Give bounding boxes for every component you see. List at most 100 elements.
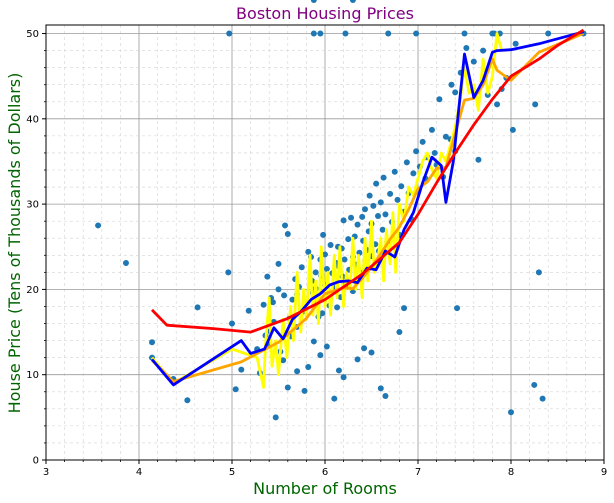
data-point	[194, 304, 201, 311]
data-point	[387, 190, 394, 197]
data-point	[361, 206, 368, 213]
data-point	[428, 126, 435, 133]
data-point	[454, 305, 461, 312]
data-point	[275, 260, 282, 267]
y-axis-label: House Price (Tens of Thousands of Dollar…	[5, 73, 24, 414]
data-point	[377, 385, 384, 392]
data-point	[403, 159, 410, 166]
data-point	[348, 214, 355, 221]
data-point	[359, 213, 366, 220]
data-point	[494, 101, 501, 108]
data-point	[229, 320, 235, 327]
data-point	[323, 265, 330, 272]
data-point	[452, 89, 459, 96]
data-point	[322, 251, 328, 258]
data-point	[436, 96, 443, 103]
data-point	[310, 338, 317, 345]
data-point	[232, 386, 239, 393]
data-point	[366, 192, 373, 199]
x-tick-label: 3	[43, 467, 49, 478]
data-point	[382, 393, 389, 400]
data-point	[448, 81, 455, 88]
data-point	[375, 213, 382, 220]
data-point	[354, 356, 361, 363]
data-point	[480, 47, 487, 54]
data-point	[531, 381, 538, 388]
data-point	[532, 101, 539, 108]
data-points	[95, 0, 587, 421]
data-point	[149, 339, 156, 346]
data-point	[380, 174, 387, 181]
data-point	[280, 357, 287, 364]
data-point	[361, 345, 368, 352]
data-point	[272, 414, 279, 421]
data-point	[396, 329, 403, 336]
data-point	[379, 226, 386, 233]
data-point	[319, 310, 326, 317]
data-point	[317, 352, 324, 359]
data-point	[370, 202, 377, 209]
data-point	[331, 395, 338, 402]
data-point	[269, 299, 276, 306]
data-point	[334, 304, 341, 311]
data-point	[225, 269, 232, 276]
data-point	[298, 264, 305, 271]
data-point	[310, 0, 317, 3]
data-point	[354, 221, 361, 228]
data-point	[442, 133, 449, 140]
data-point	[238, 366, 245, 373]
data-point	[463, 45, 470, 52]
data-point	[382, 211, 389, 218]
data-point	[284, 230, 291, 237]
data-point	[340, 217, 347, 224]
data-point	[545, 30, 552, 37]
data-point	[413, 148, 420, 155]
y-tick-label: 20	[26, 285, 39, 296]
data-point	[301, 387, 308, 394]
series-line-red	[150, 28, 585, 334]
data-point	[260, 301, 267, 308]
grid	[46, 25, 604, 460]
series-lines	[150, 28, 585, 389]
data-point	[413, 30, 420, 37]
data-point	[342, 30, 349, 37]
data-point	[184, 397, 191, 404]
data-point	[289, 296, 296, 303]
data-point	[341, 256, 348, 263]
data-point	[535, 269, 542, 276]
data-point	[470, 58, 477, 65]
data-point	[401, 305, 408, 312]
chart-title: Boston Housing Prices	[236, 4, 414, 23]
data-point	[349, 0, 356, 3]
data-point	[484, 91, 491, 98]
data-point	[317, 30, 324, 37]
data-point	[305, 248, 312, 255]
y-tick-label: 30	[26, 200, 39, 211]
x-tick-label: 6	[322, 467, 328, 478]
data-point	[398, 183, 405, 190]
data-point	[323, 343, 330, 350]
data-point	[310, 30, 317, 37]
data-point	[327, 242, 334, 249]
data-point	[226, 30, 233, 37]
y-tick-label: 10	[26, 370, 39, 381]
data-point	[95, 222, 102, 229]
y-tick-label: 50	[26, 29, 39, 40]
x-axis-label: Number of Rooms	[253, 479, 397, 498]
data-point	[391, 168, 398, 175]
series-line-blue	[150, 30, 584, 387]
x-tick-label: 8	[508, 467, 514, 478]
data-point	[245, 307, 252, 314]
data-point	[340, 374, 347, 381]
data-point	[282, 222, 289, 229]
data-point	[512, 40, 519, 47]
x-tick-label: 5	[229, 467, 235, 478]
y-tick-label: 0	[33, 456, 39, 467]
x-tick-label: 4	[136, 467, 142, 478]
data-point	[394, 196, 401, 203]
data-point	[345, 236, 352, 243]
data-point	[539, 395, 546, 402]
y-tick-label: 40	[26, 114, 39, 125]
data-point	[508, 409, 514, 416]
